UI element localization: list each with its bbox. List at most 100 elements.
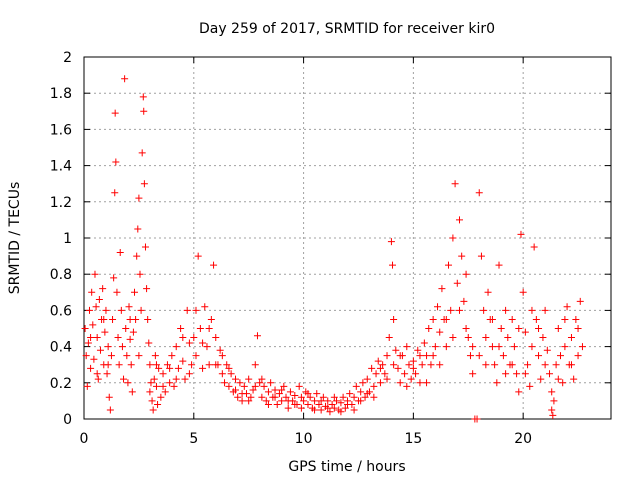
data-point	[466, 352, 474, 360]
data-point	[436, 361, 444, 369]
data-point	[313, 390, 321, 398]
data-point	[350, 406, 358, 414]
data-point	[403, 343, 411, 351]
data-point	[271, 393, 279, 401]
y-tick-label: 1.8	[50, 86, 72, 102]
data-point	[396, 352, 404, 360]
data-point	[83, 382, 91, 390]
data-point	[455, 306, 463, 314]
data-point	[147, 379, 155, 387]
data-point	[488, 343, 496, 351]
data-point	[91, 270, 99, 278]
data-point	[359, 379, 367, 387]
data-point	[304, 390, 312, 398]
data-point	[273, 401, 281, 409]
data-point	[420, 339, 428, 347]
data-point	[140, 107, 148, 115]
data-point	[271, 386, 279, 394]
data-point	[390, 361, 398, 369]
data-point	[304, 401, 312, 409]
data-point	[140, 180, 148, 188]
data-point	[128, 388, 136, 396]
data-point	[117, 306, 125, 314]
data-point	[559, 379, 567, 387]
data-point	[168, 352, 176, 360]
data-point	[135, 352, 143, 360]
data-point	[341, 404, 349, 412]
data-point	[344, 401, 351, 409]
data-point	[528, 343, 536, 351]
data-point	[502, 306, 510, 314]
data-point	[405, 361, 413, 369]
data-point	[100, 315, 108, 323]
data-point	[87, 364, 95, 372]
data-point	[151, 352, 159, 360]
data-point	[396, 379, 404, 387]
data-point	[462, 325, 470, 332]
data-point	[541, 306, 549, 314]
data-point	[199, 339, 207, 347]
data-point	[135, 194, 143, 202]
data-point	[245, 375, 253, 383]
grid-lines	[84, 57, 611, 419]
data-point	[357, 388, 365, 396]
data-point	[508, 315, 516, 323]
data-point	[258, 375, 266, 383]
data-point	[126, 335, 134, 343]
data-point	[429, 352, 437, 360]
data-point	[535, 325, 543, 332]
data-point	[464, 334, 472, 342]
data-point	[107, 352, 115, 360]
data-point	[205, 325, 213, 332]
data-point	[284, 397, 292, 405]
data-point	[131, 288, 139, 296]
axis-ticks: 0 5 10 15 20 0 0.2 0.4 0.6 0.8 1 1.2 1.4 1.6 1.8 2	[50, 50, 611, 447]
data-point	[315, 401, 323, 409]
data-point	[460, 297, 468, 305]
data-point	[515, 388, 523, 396]
data-point	[383, 375, 391, 383]
data-point	[203, 343, 211, 351]
data-point	[232, 386, 240, 394]
data-point	[442, 315, 450, 323]
data-point	[449, 234, 457, 242]
data-point	[418, 361, 426, 369]
data-point	[238, 390, 246, 398]
data-point	[535, 352, 543, 360]
chart-title: Day 259 of 2017, SRMTID for receiver kir…	[199, 21, 495, 37]
data-point	[434, 303, 442, 311]
data-points	[81, 75, 586, 423]
data-point	[317, 397, 325, 405]
data-point	[376, 364, 384, 372]
data-point	[82, 352, 90, 360]
data-point	[414, 346, 422, 354]
data-point	[210, 261, 218, 269]
data-point	[291, 401, 299, 409]
data-point	[124, 379, 132, 387]
data-point	[112, 158, 120, 166]
data-point	[159, 370, 167, 378]
data-point	[495, 343, 503, 351]
data-point	[149, 406, 157, 414]
data-point	[570, 375, 578, 383]
x-tick-label: 0	[80, 431, 89, 447]
data-point	[352, 382, 360, 390]
data-point	[517, 230, 525, 238]
data-point	[370, 393, 378, 401]
data-point	[449, 334, 457, 342]
data-point	[541, 361, 549, 369]
data-point	[152, 361, 160, 369]
data-point	[539, 334, 547, 342]
data-point	[134, 225, 142, 233]
data-point	[381, 370, 389, 378]
data-point	[118, 343, 126, 351]
data-point	[462, 270, 470, 278]
data-point	[431, 343, 439, 351]
data-point	[232, 375, 240, 383]
data-point	[423, 352, 431, 360]
data-point	[543, 346, 551, 354]
data-point	[324, 397, 332, 405]
data-point	[138, 149, 146, 157]
data-point	[370, 382, 378, 390]
data-point	[488, 315, 496, 323]
